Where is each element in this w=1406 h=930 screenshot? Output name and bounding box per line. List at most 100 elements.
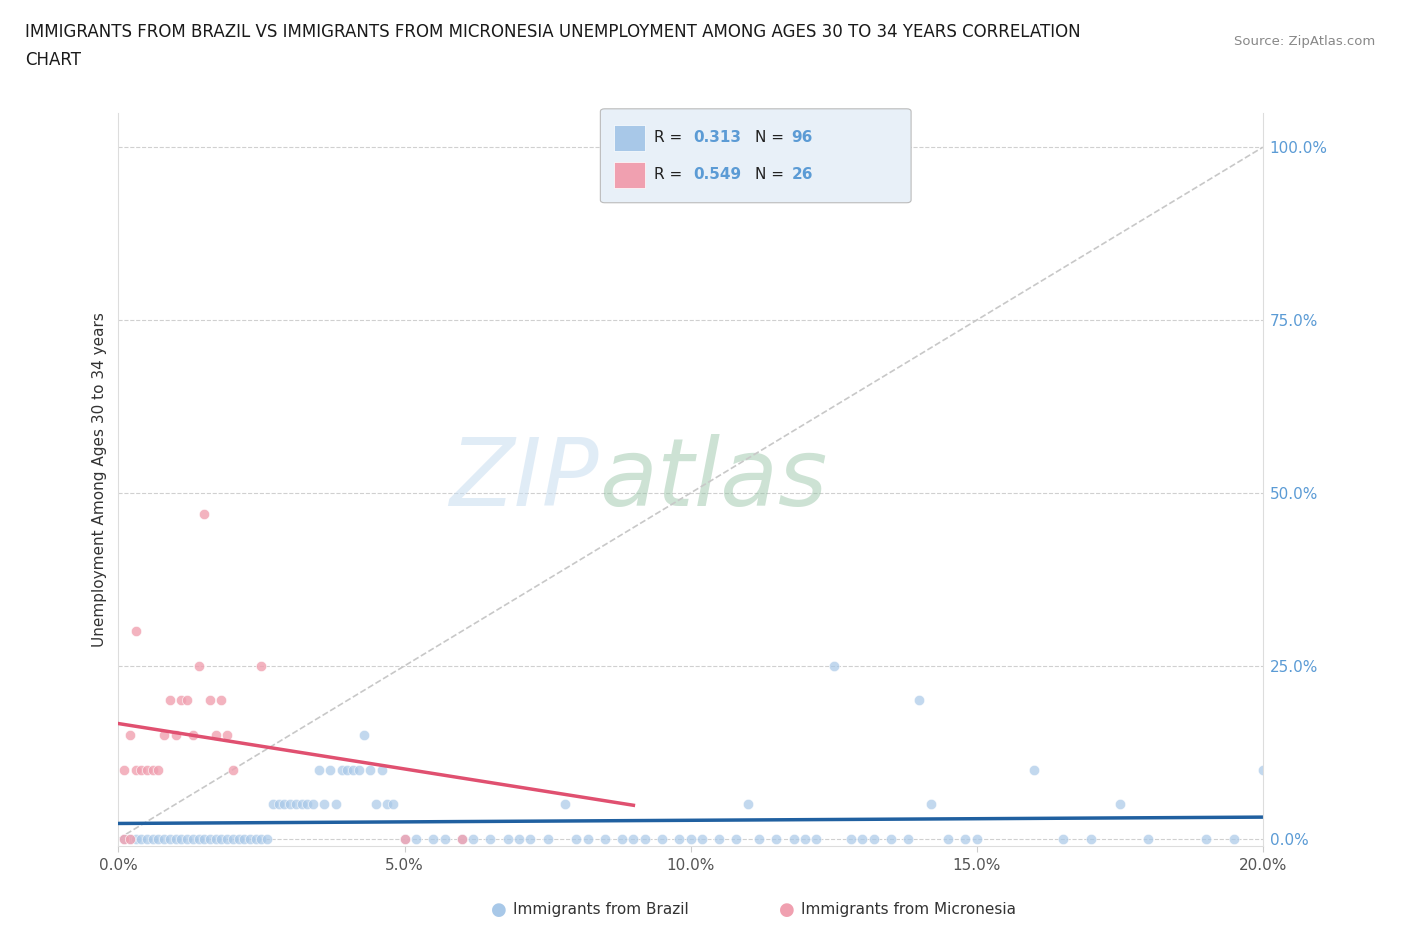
Point (634, 831, 657, 846)
Point (737, 797, 759, 812)
Point (1052, 831, 1074, 846)
Text: atlas: atlas (599, 433, 827, 525)
Point (204, 727, 226, 742)
Y-axis label: Unemployment Among Ages 30 to 34 years: Unemployment Among Ages 30 to 34 years (93, 312, 107, 646)
Point (308, 763, 330, 777)
Text: 96: 96 (792, 130, 813, 145)
Point (955, 831, 977, 846)
Point (302, 797, 325, 812)
Point (181, 727, 204, 742)
Text: N =: N = (755, 130, 789, 145)
Point (377, 797, 399, 812)
Point (325, 797, 347, 812)
Text: R =: R = (654, 167, 688, 182)
Point (782, 831, 804, 846)
Text: CHART: CHART (25, 51, 82, 69)
Point (394, 831, 416, 846)
Point (217, 831, 239, 846)
Point (176, 831, 198, 846)
Text: 0.549: 0.549 (693, 167, 741, 182)
Point (330, 763, 353, 777)
Point (897, 831, 920, 846)
Point (1194, 831, 1216, 846)
Point (250, 658, 273, 673)
Point (112, 763, 135, 777)
Point (709, 831, 731, 846)
Point (142, 763, 165, 777)
Point (794, 831, 817, 846)
Point (342, 763, 364, 777)
Point (290, 797, 312, 812)
Point (823, 658, 845, 673)
Point (278, 797, 301, 812)
Point (170, 831, 193, 846)
Point (765, 831, 787, 846)
Point (336, 763, 359, 777)
Point (463, 831, 485, 846)
Point (245, 831, 267, 846)
Point (209, 693, 232, 708)
Point (233, 831, 256, 846)
Point (250, 831, 273, 846)
Point (519, 831, 541, 846)
Point (479, 831, 502, 846)
Point (908, 693, 931, 708)
Point (920, 797, 942, 812)
Point (359, 763, 381, 777)
Point (153, 831, 176, 846)
Point (610, 831, 633, 846)
Text: Source: ZipAtlas.com: Source: ZipAtlas.com (1234, 35, 1375, 48)
Point (966, 831, 988, 846)
Point (153, 727, 176, 742)
Point (136, 831, 159, 846)
Point (193, 831, 215, 846)
Point (187, 831, 209, 846)
Point (222, 831, 245, 846)
Text: R =: R = (654, 130, 688, 145)
Point (284, 797, 307, 812)
Point (159, 831, 181, 846)
Point (217, 727, 239, 742)
Point (209, 831, 232, 846)
Text: IMMIGRANTS FROM BRAZIL VS IMMIGRANTS FROM MICRONESIA UNEMPLOYMENT AMONG AGES 30 : IMMIGRANTS FROM BRAZIL VS IMMIGRANTS FRO… (25, 23, 1081, 41)
Point (124, 624, 146, 639)
Point (508, 831, 530, 846)
Point (679, 831, 702, 846)
Point (1251, 763, 1274, 777)
Point (565, 831, 588, 846)
Point (433, 831, 456, 846)
Point (159, 693, 181, 708)
Point (450, 831, 472, 846)
Text: Immigrants from Micronesia: Immigrants from Micronesia (801, 902, 1017, 917)
Point (118, 831, 141, 846)
Text: ●: ● (491, 900, 508, 919)
Point (690, 831, 713, 846)
Point (347, 763, 370, 777)
Point (228, 831, 250, 846)
Point (142, 831, 165, 846)
Point (204, 831, 226, 846)
Point (124, 831, 146, 846)
Point (370, 763, 392, 777)
Point (136, 763, 159, 777)
Point (668, 831, 690, 846)
Point (1080, 831, 1102, 846)
Point (148, 763, 170, 777)
Point (198, 831, 221, 846)
Point (314, 797, 336, 812)
Text: 26: 26 (792, 167, 813, 182)
Point (725, 831, 748, 846)
Point (131, 831, 153, 846)
Point (165, 727, 187, 742)
Point (165, 831, 187, 846)
Point (1108, 797, 1130, 812)
Point (193, 506, 215, 521)
Point (554, 797, 576, 812)
Point (382, 797, 405, 812)
Point (262, 797, 284, 812)
Text: 0.313: 0.313 (693, 130, 741, 145)
Point (536, 831, 558, 846)
Point (118, 727, 141, 742)
Point (576, 831, 599, 846)
Point (222, 763, 245, 777)
